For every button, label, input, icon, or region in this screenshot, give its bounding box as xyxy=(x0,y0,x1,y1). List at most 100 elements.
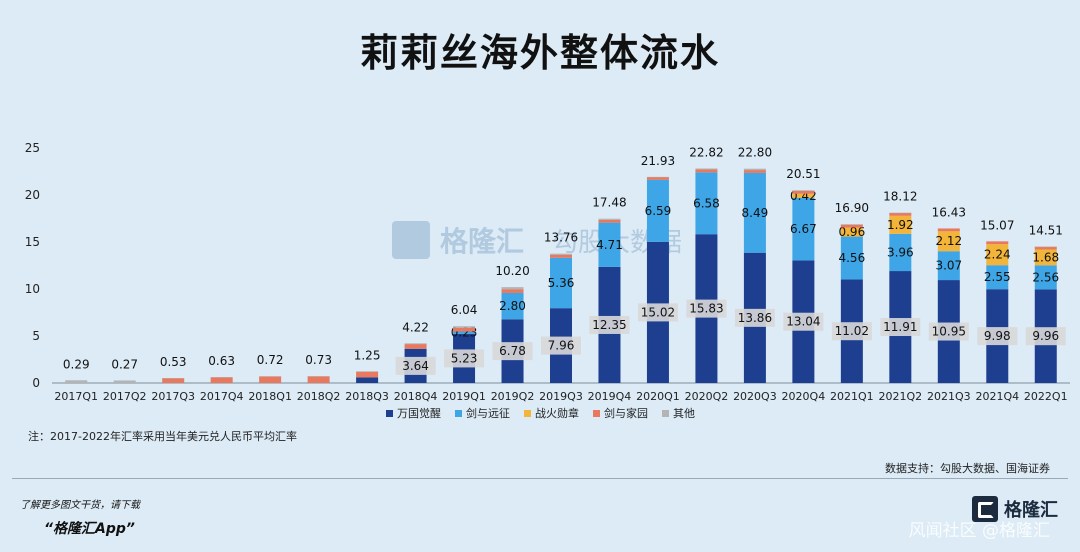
bar-segment xyxy=(501,292,524,320)
legend-swatch xyxy=(662,410,669,417)
bar-segment xyxy=(259,376,282,377)
y-tick-label: 15 xyxy=(25,235,40,249)
bar-segment xyxy=(646,176,669,178)
total-label: 0.63 xyxy=(208,354,235,368)
total-label: 0.72 xyxy=(257,353,284,367)
total-label: 0.73 xyxy=(305,353,332,367)
bar-segment xyxy=(695,169,718,173)
y-tick-label: 0 xyxy=(32,376,40,390)
x-tick-label: 2019Q4 xyxy=(588,390,632,403)
bar-segment xyxy=(986,241,1009,245)
bar-segment xyxy=(210,377,233,383)
legend-swatch xyxy=(386,410,393,417)
watermark-logo-icon xyxy=(392,221,430,259)
x-tick-label: 2018Q2 xyxy=(297,390,341,403)
data-label-box xyxy=(1025,327,1066,346)
data-label: 1.92 xyxy=(887,218,914,232)
data-label-box xyxy=(444,349,485,368)
bar-segment xyxy=(937,231,960,252)
total-label: 21.93 xyxy=(641,154,675,168)
total-label: 4.22 xyxy=(402,320,429,334)
promo-line-2: “格隆汇App” xyxy=(44,521,135,537)
bar-segment xyxy=(646,179,669,242)
page-title: 莉莉丝海外整体流水 xyxy=(359,31,720,75)
x-tick-label: 2018Q4 xyxy=(394,390,438,403)
total-label: 20.51 xyxy=(786,167,820,181)
bar-segment xyxy=(646,177,669,180)
bar-segment xyxy=(792,197,815,261)
x-tick-label: 2017Q1 xyxy=(54,390,98,403)
bar-segment xyxy=(550,253,572,255)
bar-segment xyxy=(307,376,330,383)
bar-segment xyxy=(162,378,185,379)
total-label: 22.80 xyxy=(738,146,772,160)
data-source: 数据支持：勾股大数据、国海证券 xyxy=(885,462,1050,475)
legend-swatch xyxy=(593,410,600,417)
data-label: 5.36 xyxy=(548,276,575,290)
bar-segment xyxy=(840,227,863,237)
total-label: 17.48 xyxy=(592,196,626,210)
bar-segment xyxy=(162,378,185,383)
data-label: 3.96 xyxy=(887,245,914,259)
legend-swatch xyxy=(524,410,531,417)
bar-segment xyxy=(501,289,524,293)
total-label: 0.53 xyxy=(160,355,187,369)
total-label: 22.82 xyxy=(689,145,723,159)
data-label-box xyxy=(977,327,1018,346)
bar-segment xyxy=(889,215,912,234)
bar-segment xyxy=(889,212,912,214)
bar-segment xyxy=(743,170,766,173)
x-tick-label: 2018Q1 xyxy=(248,390,292,403)
bar-segment xyxy=(792,190,815,191)
bar-segment xyxy=(113,380,136,383)
data-label: 6.78 xyxy=(499,344,526,358)
data-label: 11.02 xyxy=(835,324,869,338)
legend-swatch xyxy=(455,410,462,417)
total-label: 18.12 xyxy=(883,190,917,204)
y-tick-label: 5 xyxy=(32,329,40,343)
bar-segment xyxy=(695,172,718,235)
x-tick-label: 2020Q3 xyxy=(733,390,777,403)
x-tick-label: 2022Q1 xyxy=(1024,390,1068,403)
bar-segment xyxy=(840,224,863,225)
bar-segment xyxy=(840,224,863,228)
data-label: 8.49 xyxy=(742,206,769,220)
bar-segment xyxy=(986,244,1009,266)
y-tick-label: 25 xyxy=(25,141,40,155)
data-label-box xyxy=(783,312,824,331)
bar-segment xyxy=(356,377,379,383)
data-label: 3.64 xyxy=(402,359,429,373)
x-tick-label: 2019Q1 xyxy=(442,390,486,403)
bar-segment xyxy=(937,251,960,281)
stacked-bar-chart: 0 5 10 15 20 25 0.29 2017Q1 0.27 2017Q2 0.53 2017Q3… xyxy=(25,141,1070,420)
legend-label: 万国觉醒 xyxy=(397,407,441,420)
bar-segment xyxy=(743,168,766,171)
x-tick-label: 2021Q1 xyxy=(830,390,874,403)
bar-segment xyxy=(453,326,476,328)
total-label: 0.29 xyxy=(63,357,90,371)
x-tick-label: 2018Q3 xyxy=(345,390,389,403)
data-label-box xyxy=(686,299,727,318)
y-tick-label: 10 xyxy=(25,282,40,296)
bar-segment xyxy=(453,331,476,334)
data-label-box xyxy=(928,322,969,341)
bar-segment xyxy=(404,343,427,345)
bar-segment xyxy=(792,190,815,194)
data-label: 4.56 xyxy=(838,251,865,265)
bar-segment xyxy=(210,377,233,378)
x-tick-label: 2017Q4 xyxy=(200,390,244,403)
bar-segment xyxy=(986,265,1009,290)
x-tick-label: 2021Q3 xyxy=(927,390,971,403)
bar-segment xyxy=(598,222,621,267)
data-label: 15.02 xyxy=(641,305,675,319)
total-label: 0.27 xyxy=(111,357,138,371)
brand-footer: 格隆汇 xyxy=(972,496,1058,522)
data-label: 7.96 xyxy=(548,339,575,353)
data-label-box xyxy=(492,342,533,361)
bar-segment xyxy=(598,219,621,223)
data-label-box xyxy=(831,322,872,341)
bar-segment xyxy=(453,327,476,332)
data-label: 11.91 xyxy=(883,320,917,334)
bar-segment xyxy=(1034,265,1057,290)
bar-segment xyxy=(404,344,427,349)
